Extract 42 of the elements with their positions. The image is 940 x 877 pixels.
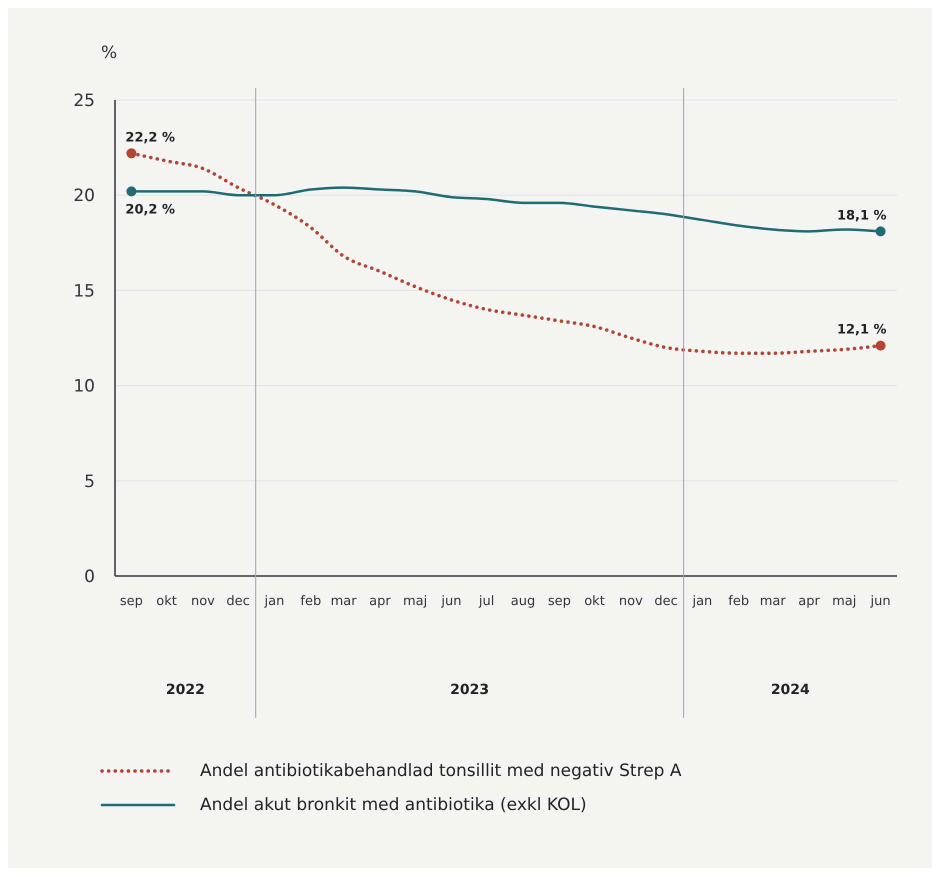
x-tick-label: apr [798,594,820,610]
x-tick-label: feb [300,594,322,610]
x-tick-label: jun [870,594,891,610]
y-tick-label: 0 [84,567,95,588]
point [876,340,886,351]
x-tick-label: feb [728,594,750,610]
y-axis-title: % [101,43,118,63]
data-label: 22,2 % [125,130,176,146]
x-tick-label: mar [760,594,786,610]
text: 2022 [166,682,205,698]
y-tick-label: 5 [84,472,95,492]
data-label: 12,1 % [836,322,887,338]
x-tick-label: nov [618,594,644,610]
data-label: 18,1 % [836,208,887,224]
x-tick-label: sep [120,594,143,610]
x-tick-label: apr [369,594,392,610]
point [126,148,136,158]
y-tick-label: 25 [73,91,95,112]
data-label: 20,2 % [125,202,176,218]
y-tick-label: 20 [73,186,95,206]
x-tick-label: okt [584,594,605,610]
x-tick-label: aug [510,594,536,610]
point [876,226,886,236]
x-tick-label: dec [654,594,678,610]
point [126,186,136,196]
x-tick-label: sep [548,594,571,610]
legend-label: Andel antibiotikabehandlad tonsillit med negativ Strep A [200,761,682,781]
legend-label: Andel akut bronkit med antibiotika (exkl KOL) [200,795,587,815]
x-tick-label: okt [156,594,177,610]
x-tick-label: nov [190,594,216,610]
y-tick-label: 15 [73,281,95,302]
x-tick-label: dec [226,594,250,610]
x-tick-label: jan [264,594,284,610]
x-tick-label: maj [403,594,428,610]
x-tick-label: maj [832,594,856,610]
x-tick-label: jan [691,594,712,610]
text: 2023 [450,682,490,698]
y-tick-label: 10 [73,376,95,397]
x-tick-label: jun [440,594,462,610]
x-tick-label: mar [330,594,358,610]
text: 2024 [770,682,810,698]
x-tick-label: jul [478,594,494,610]
